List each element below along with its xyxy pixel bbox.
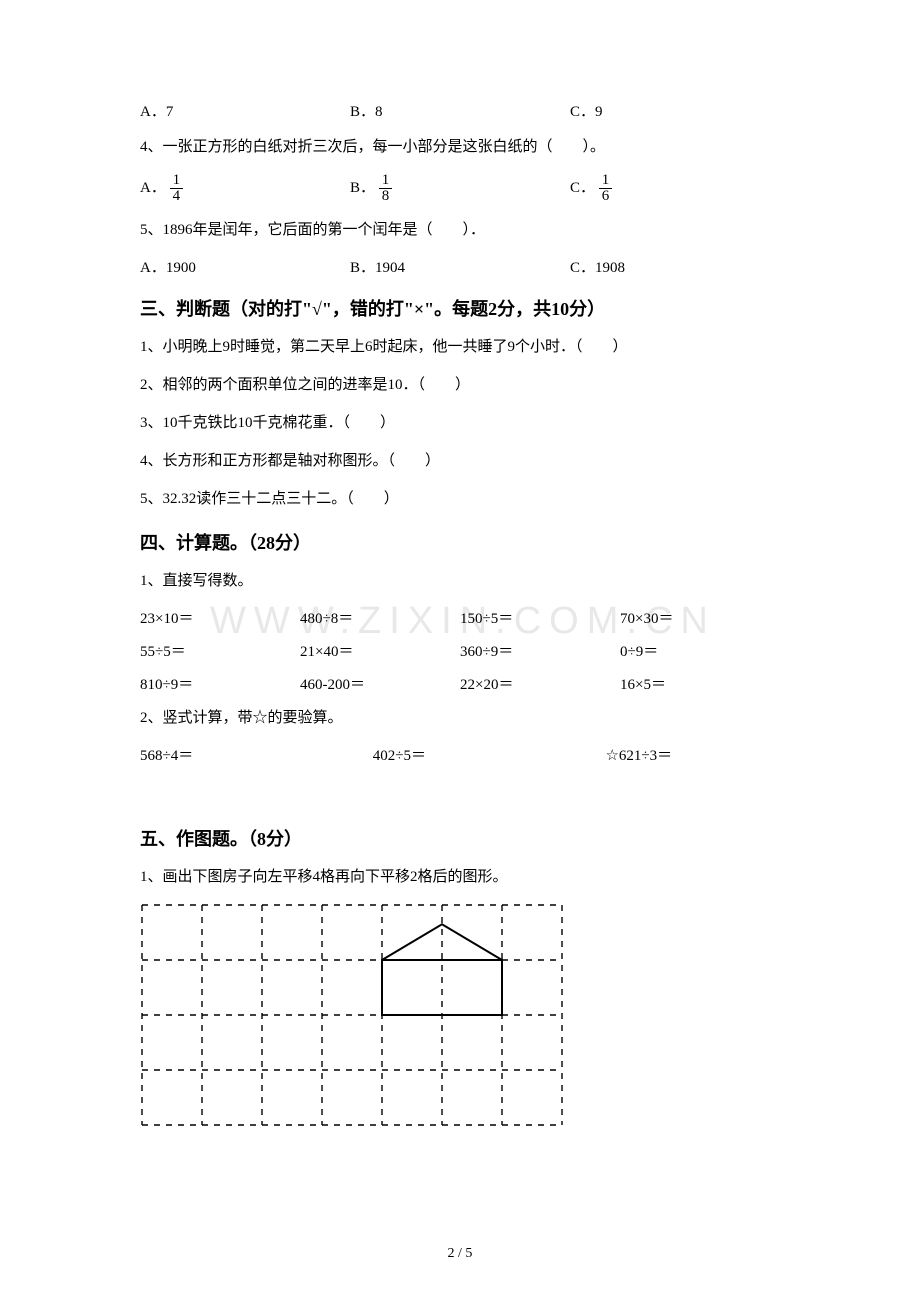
judge-q3: 3、10千克铁比10千克棉花重．（ ）: [140, 411, 780, 435]
vert-b: 402÷5＝: [373, 744, 606, 765]
calc1-title: 1、直接写得数。: [140, 569, 780, 593]
section-3-heading: 三、判断题（对的打"√"，错的打"×"。每题2分，共10分）: [140, 295, 780, 321]
calc-r3c1: 810÷9＝: [140, 673, 300, 694]
q4-b-num: 1: [379, 173, 393, 189]
judge-q1: 1、小明晚上9时睡觉，第二天早上6时起床，他一共睡了9个小时．（ ）: [140, 335, 780, 359]
q4-b-prefix: B．: [350, 180, 375, 196]
q4-opt-a: A． 1 4: [140, 173, 350, 204]
fraction-icon: 1 4: [170, 173, 184, 204]
calc2-title: 2、竖式计算，带☆的要验算。: [140, 706, 780, 730]
q4-options: A． 1 4 B． 1 8 C． 1 6: [140, 173, 780, 204]
judge-q2: 2、相邻的两个面积单位之间的进率是10．（ ）: [140, 373, 780, 397]
q5-options: A．1900 B．1904 C．1908: [140, 256, 780, 277]
calc-row-1: 23×10＝ 480÷8＝ 150÷5＝ 70×30＝: [140, 607, 780, 628]
calc-r3c3: 22×20＝: [460, 673, 620, 694]
calc-r2c2: 21×40＝: [300, 640, 460, 661]
q4-opt-c: C． 1 6: [570, 173, 780, 204]
prev-q-options: A．7 B．8 C．9: [140, 100, 780, 121]
q4-b-den: 8: [379, 189, 393, 204]
page-content: A．7 B．8 C．9 4、一张正方形的白纸对折三次后，每一小部分是这张白纸的（…: [140, 100, 780, 1132]
vert-c: ☆621÷3＝: [605, 744, 780, 765]
q4-a-num: 1: [170, 173, 184, 189]
vert-a: 568÷4＝: [140, 744, 373, 765]
calc-r1c4: 70×30＝: [620, 607, 780, 628]
section-4-heading: 四、计算题。（28分）: [140, 529, 780, 555]
house-grid-svg: [140, 903, 564, 1127]
calc-row-3: 810÷9＝ 460-200＝ 22×20＝ 16×5＝: [140, 673, 780, 694]
calc-r1c1: 23×10＝: [140, 607, 300, 628]
calc-r1c2: 480÷8＝: [300, 607, 460, 628]
q5-stem: 5、1896年是闰年，它后面的第一个闰年是（ ）．: [140, 218, 780, 242]
grid-figure: [140, 903, 780, 1132]
q4-opt-b: B． 1 8: [350, 173, 570, 204]
q5-opt-b: B．1904: [350, 256, 570, 277]
prev-opt-c: C．9: [570, 100, 780, 121]
calc-r1c3: 150÷5＝: [460, 607, 620, 628]
calc-r2c3: 360÷9＝: [460, 640, 620, 661]
prev-opt-a: A．7: [140, 100, 350, 121]
calc-r2c1: 55÷5＝: [140, 640, 300, 661]
q4-a-den: 4: [170, 189, 184, 204]
calc-r3c2: 460-200＝: [300, 673, 460, 694]
q4-a-prefix: A．: [140, 180, 166, 196]
q5-opt-c: C．1908: [570, 256, 780, 277]
fraction-icon: 1 8: [379, 173, 393, 204]
fraction-icon: 1 6: [599, 173, 613, 204]
calc-r3c4: 16×5＝: [620, 673, 780, 694]
q4-c-den: 6: [599, 189, 613, 204]
draw-title: 1、画出下图房子向左平移4格再向下平移2格后的图形。: [140, 865, 780, 889]
q4-c-prefix: C．: [570, 180, 595, 196]
vertical-calc-row: 568÷4＝ 402÷5＝ ☆621÷3＝: [140, 744, 780, 765]
q4-c-num: 1: [599, 173, 613, 189]
judge-q4: 4、长方形和正方形都是轴对称图形。（ ）: [140, 449, 780, 473]
judge-q5: 5、32.32读作三十二点三十二。（ ）: [140, 487, 780, 511]
calc-r2c4: 0÷9＝: [620, 640, 780, 661]
q5-opt-a: A．1900: [140, 256, 350, 277]
page-number: 2 / 5: [0, 1246, 920, 1262]
section-5-heading: 五、作图题。（8分）: [140, 825, 780, 851]
q4-stem: 4、一张正方形的白纸对折三次后，每一小部分是这张白纸的（ ）。: [140, 135, 780, 159]
prev-opt-b: B．8: [350, 100, 570, 121]
calc-row-2: 55÷5＝ 21×40＝ 360÷9＝ 0÷9＝: [140, 640, 780, 661]
